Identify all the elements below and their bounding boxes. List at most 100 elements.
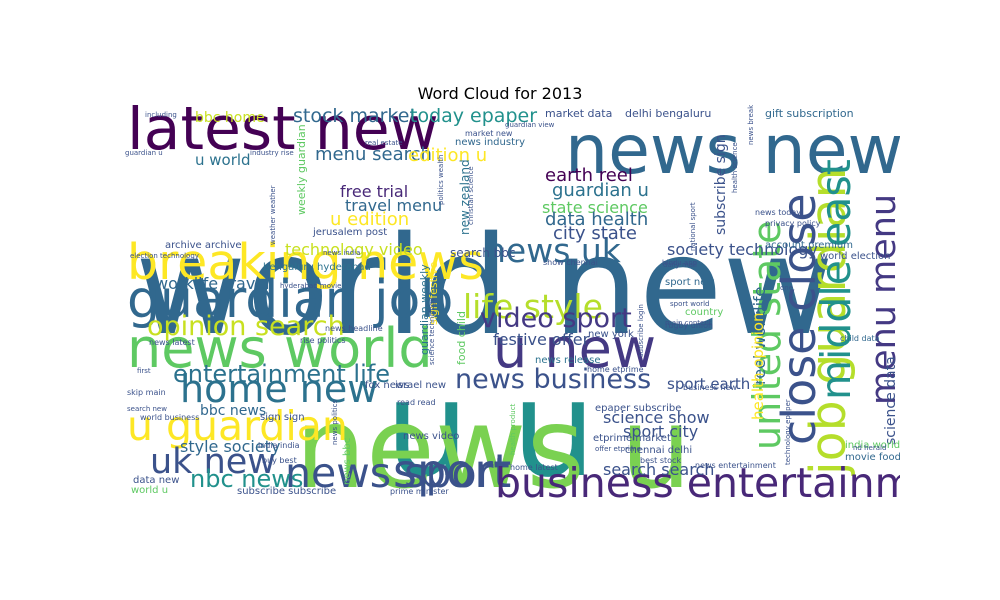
word-news-latest: news latest [149,338,195,347]
word-market-data: market data [545,107,612,120]
word-show-chennai: show chennai [543,258,598,267]
word-business-new: business new [683,383,737,392]
word-job-guardian: job guardian [800,167,857,476]
word-earth-reel: earth reel [545,165,633,186]
word-search-new: search new [127,405,167,413]
word-subscribe-login: subscribe login [637,304,645,357]
word-nbc-news: nbc news [190,465,303,493]
word-home-new: home new [180,367,378,411]
word-best-stock: best stock [640,456,681,465]
word-search-search: search search [603,460,714,479]
word-guardian-u: guardian u [552,180,649,201]
word-video-sport: video sport [480,303,632,334]
word-movie-food: movie food [845,452,900,463]
word-fox-news: fox news [365,380,409,391]
word-u-new: u new [493,317,656,380]
word-health-science: health science [731,142,739,193]
word-politics-wealth: politics wealth [437,155,445,205]
word-first: first [137,367,151,375]
word-rugby-union: rugby union [665,321,713,330]
word-world-business: world business [140,413,199,422]
word-travel-menu: travel menu [345,196,442,215]
word-india-world: india world [845,440,900,451]
word-world-new: world new [135,208,834,366]
word-guardian-u: guardian u [125,149,163,157]
word-reel-worklife: reel worklife [750,286,769,385]
word-style-society: style society [180,437,280,456]
word-epaper-subscribe: epaper subscribe [595,403,681,414]
word-u-u: u u [385,353,596,498]
word-bbc-home: bbc home [195,110,265,126]
word-news-new: news new [565,111,900,190]
word-latest-new: latest new [127,105,439,164]
word-opinion-search: opinion search [147,311,345,342]
word-breaking-news: breaking news [127,234,484,291]
word-skip-main: skip main [127,388,166,397]
word-data-new: data new [133,475,179,486]
word-science-show: science show [603,408,710,427]
word-data-health: data health [545,209,648,230]
word-guardian-weekly: guardian weekly [418,264,431,355]
word-news-politics: news politics [331,400,339,445]
word-christian-science: christian science [467,166,475,225]
word-hyderabad-movie: hyderabad movie [280,282,341,290]
word-search-bbc: search bbc [450,246,516,260]
word-rise-politics: rise politics [300,336,346,345]
word-read-read: read read [397,398,436,407]
word-new-york: new york [588,329,634,340]
word-privacy-policy: privacy policy [765,219,821,228]
word-subscribe-subscribe: subscribe subscribe [237,486,336,497]
word-prime-minister: prime minister [390,487,449,496]
word-child-data: child data [840,334,880,343]
word-cloud: world new u u news u news new latest new brea… [125,105,900,498]
word-food-child: food child [455,311,468,365]
word-health-product: health product [509,403,517,455]
word-stock-market: stock market [293,105,417,127]
word-new-zealand: new zealand [458,159,472,235]
word-gift-subscription: gift subscription [765,107,854,120]
word-news-today: news today [755,208,801,217]
word-hindu-app: hindu app [662,259,698,267]
word-news-u: news u [295,384,691,498]
word-u-guardian: u guardian [127,402,348,450]
word-festive-offer: festive offer [493,330,590,349]
word-jerusalem-post: jerusalem post [312,227,387,238]
word-science-technology: science technology [428,298,436,365]
word-main-content: main content [665,319,712,327]
word-today-epaper: today epaper [410,105,537,127]
word-middle-east: middle east [812,159,860,400]
word-bengaluru-hyderabad: bengaluru hyderabad [263,262,371,273]
word-world-election: world election [820,251,890,262]
word-including: including [145,111,177,119]
word-close-close: close close [772,193,826,445]
word-news-bbc: news bbc [342,438,353,485]
word-science-data: science data [883,356,899,445]
word-nd-herald: nd herald [853,444,886,452]
word-sign-sign: sign sign [260,412,305,423]
word-society-technology: society technology [667,240,818,259]
word-sport-new: sport new [665,277,715,288]
word-weekly-guardian: weekly guardian [295,124,308,215]
word-guardian-job: guardian job [127,270,453,330]
word-industry-rise: industry rise [250,149,294,157]
word-u-world: u world [195,151,251,169]
word-account-premium: account premium [765,240,853,251]
word-news-video: news video [403,431,459,442]
word-market-new: market new [465,129,513,138]
word-united-state: united state [745,221,789,450]
word-archive-archive: archive archive [165,240,242,251]
word-offer-etprime: offer etprime [595,445,641,453]
word-menu-menu: menu menu [864,194,900,405]
word-home-etprime: home etprime [587,365,644,374]
word-news-entertainment: news entertainment [695,461,776,470]
word-uk-new: uk new [150,442,276,482]
chart-title: Word Cloud for 2013 [417,84,583,103]
word-etprime-market: etprime market [593,433,671,444]
word-bbc-news: bbc news [200,403,266,419]
word-free-trial: free trial [340,182,408,201]
word-life-style: life style [463,287,603,326]
word-health-opinion: health opinion [749,313,767,420]
word-news-breaking: news breaking [747,105,755,145]
word-sign-festive: sign festive [427,262,440,325]
